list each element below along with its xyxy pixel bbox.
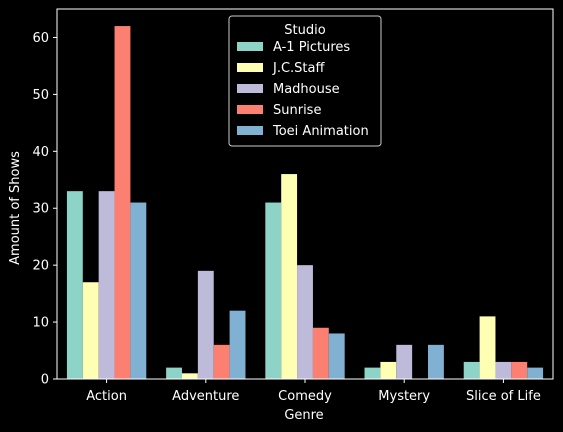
bar-sunrise-slice-of-life bbox=[511, 361, 528, 379]
y-tick-label: 20 bbox=[32, 259, 49, 274]
bar-j-c-staff-mystery bbox=[380, 361, 397, 379]
legend-label: Sunrise bbox=[273, 103, 321, 118]
bar-a-1-pictures-comedy bbox=[265, 202, 282, 379]
y-tick-label: 50 bbox=[32, 88, 49, 103]
bar-toei-animation-slice-of-life bbox=[527, 367, 544, 379]
legend-label: A-1 Pictures bbox=[273, 40, 350, 55]
x-tick-label: Comedy bbox=[278, 389, 332, 404]
bar-a-1-pictures-action bbox=[66, 191, 83, 379]
legend-label: Madhouse bbox=[273, 82, 340, 97]
legend-label: Toei Animation bbox=[272, 124, 369, 139]
bar-j-c-staff-comedy bbox=[281, 174, 298, 379]
legend: Studio A-1 Pictures J.C.Staff Madhouse Sunri… bbox=[228, 15, 382, 147]
x-tick-label: Action bbox=[86, 389, 127, 404]
x-tick-label: Adventure bbox=[172, 389, 239, 404]
y-axis-label: Amount of Shows bbox=[8, 151, 23, 265]
x-tick-label: Mystery bbox=[378, 389, 430, 404]
legend-title: Studio bbox=[284, 23, 325, 38]
bar-a-1-pictures-mystery bbox=[364, 367, 381, 379]
bar-madhouse-slice-of-life bbox=[495, 361, 512, 379]
y-tick-label: 30 bbox=[32, 202, 49, 217]
legend-swatch bbox=[237, 63, 263, 72]
legend-swatch bbox=[237, 42, 263, 51]
y-tick-label: 10 bbox=[32, 316, 49, 331]
legend-label: J.C.Staff bbox=[272, 61, 325, 76]
x-axis-label: Genre bbox=[284, 408, 323, 423]
bar-madhouse-comedy bbox=[297, 265, 313, 379]
bar-toei-animation-mystery bbox=[428, 344, 444, 379]
bar-a-1-pictures-slice-of-life bbox=[463, 361, 480, 379]
legend-swatch bbox=[237, 105, 263, 114]
y-tick-label: 40 bbox=[32, 145, 49, 160]
legend-swatch bbox=[237, 84, 263, 93]
legend-swatch bbox=[237, 126, 263, 135]
bar-j-c-staff-adventure bbox=[181, 373, 198, 379]
bar-sunrise-adventure bbox=[213, 344, 230, 379]
bar-j-c-staff-action bbox=[82, 282, 99, 379]
bars-group bbox=[66, 26, 544, 379]
bar-madhouse-adventure bbox=[197, 270, 214, 379]
bar-madhouse-action bbox=[98, 191, 115, 379]
axes-group: Action Adventure Comedy Mystery Slice of Lif… bbox=[32, 8, 554, 404]
bar-j-c-staff-slice-of-life bbox=[479, 316, 496, 379]
bar-sunrise-action bbox=[114, 26, 131, 379]
bar-a-1-pictures-adventure bbox=[166, 367, 182, 379]
y-tick-label: 60 bbox=[32, 31, 49, 46]
x-tick-label: Slice of Life bbox=[466, 389, 541, 404]
legend-box bbox=[228, 15, 382, 147]
bar-madhouse-mystery bbox=[396, 344, 413, 379]
bar-toei-animation-adventure bbox=[229, 310, 246, 379]
bar-toei-animation-comedy bbox=[328, 333, 345, 379]
bar-sunrise-comedy bbox=[312, 327, 329, 379]
y-tick-label: 0 bbox=[41, 373, 49, 388]
plot-frame bbox=[56, 8, 554, 380]
bar-toei-animation-action bbox=[130, 202, 147, 379]
